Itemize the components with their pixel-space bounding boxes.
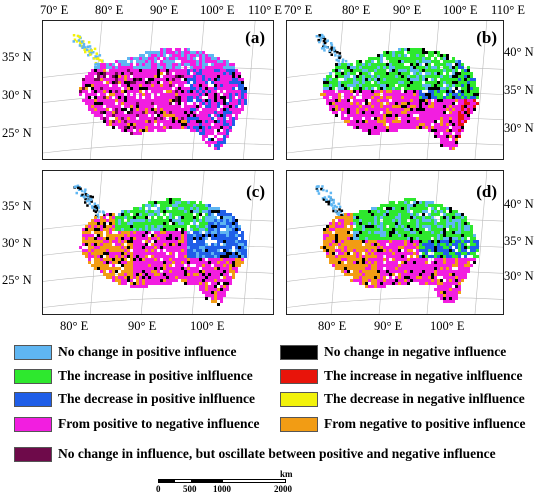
lat-tick-b-35: 35° N xyxy=(504,83,534,97)
legend-swatch-oscillate xyxy=(14,446,52,462)
legend-swatch-increase-negative xyxy=(280,368,318,384)
scale-bar-label-0: 0 xyxy=(156,484,161,494)
lon-tick-bottom-d-100: 100° E xyxy=(430,319,465,333)
legend-item-positive-to-negative: From positive to negative influence xyxy=(14,415,259,433)
panel-label-c: (c) xyxy=(246,182,265,201)
legend-swatch-positive-to-negative xyxy=(14,416,52,432)
lat-tick-c-30: 30° N xyxy=(2,236,32,250)
legend-item-increase-positive: The increase in positive inlfluence xyxy=(14,367,253,385)
map-c-svg xyxy=(43,171,273,314)
lat-tick-b-40: 40° N xyxy=(504,45,534,59)
lat-tick-d-30: 30° N xyxy=(504,269,534,283)
panel-label-d: (d) xyxy=(476,182,497,201)
legend-label-increase-positive: The increase in positive inlfluence xyxy=(58,368,253,383)
lat-tick-d-35: 35° N xyxy=(504,234,534,248)
legend-item-decrease-positive: The decrease in positive inlfluence xyxy=(14,390,255,408)
scale-bar: km 0 500 1000 2000 xyxy=(152,469,293,494)
map-panel-a: (a) xyxy=(42,20,274,160)
map-panel-c: (c) xyxy=(42,170,274,315)
lat-tick-b-30: 30° N xyxy=(504,121,534,135)
legend-item-no-change-positive: No change in positive influence xyxy=(14,343,237,361)
lon-tick-bottom-d-80: 80° E xyxy=(318,319,347,333)
lon-tick-top-a-70: 70° E xyxy=(40,3,69,17)
legend-swatch-negative-to-positive xyxy=(280,416,318,432)
legend-swatch-increase-positive xyxy=(14,368,52,384)
lon-tick-top-b-80: 80° E xyxy=(342,3,371,17)
legend-label-oscillate: No change in influence, but oscillate be… xyxy=(58,446,496,461)
map-a-svg xyxy=(43,21,273,159)
panel-label-b: (b) xyxy=(476,28,497,47)
scale-bar-label-2000: 2000 xyxy=(274,484,292,494)
lon-tick-top-b-70: 70° E xyxy=(284,3,313,17)
lat-tick-a-30: 30° N xyxy=(2,88,32,102)
legend-swatch-decrease-negative xyxy=(280,391,318,407)
lat-tick-c-35: 35° N xyxy=(2,199,32,213)
legend-label-no-change-negative: No change in negative influence xyxy=(324,344,507,359)
lon-tick-top-b-90: 90° E xyxy=(393,3,422,17)
lon-tick-bottom-d-90: 90° E xyxy=(374,319,403,333)
legend-item-increase-negative: The increase in negative inlfluence xyxy=(280,367,523,385)
panel-label-a: (a) xyxy=(245,28,265,47)
lon-tick-bottom-c-90: 90° E xyxy=(128,319,157,333)
lat-tick-a-25: 25° N xyxy=(2,126,32,140)
legend-item-oscillate: No change in influence, but oscillate be… xyxy=(14,445,496,463)
lon-tick-top-b-100: 100° E xyxy=(443,3,478,17)
lat-tick-d-40: 40° N xyxy=(504,197,534,211)
lon-tick-top-a-90: 90° E xyxy=(150,3,179,17)
scale-bar-label-500: 500 xyxy=(183,484,197,494)
map-panel-b: (b) xyxy=(286,20,504,160)
legend-item-negative-to-positive: From negative to positive influence xyxy=(280,415,525,433)
lon-tick-top-a-80: 80° E xyxy=(95,3,124,17)
legend-item-decrease-negative: The decrease in negative inlfluence xyxy=(280,390,525,408)
lon-tick-top-b-110: 110° E xyxy=(491,3,526,17)
legend-swatch-no-change-positive xyxy=(14,344,52,360)
lat-tick-a-35: 35° N xyxy=(2,50,32,64)
lat-tick-c-25: 25° N xyxy=(2,273,32,287)
legend-swatch-decrease-positive xyxy=(14,391,52,407)
legend-label-decrease-positive: The decrease in positive inlfluence xyxy=(58,391,255,406)
legend-swatch-no-change-negative xyxy=(280,344,318,360)
map-panel-d: (d) xyxy=(286,170,504,315)
scale-bar-label-1000: 1000 xyxy=(213,484,231,494)
legend-label-increase-negative: The increase in negative inlfluence xyxy=(324,368,523,383)
legend-label-no-change-positive: No change in positive influence xyxy=(58,344,237,359)
scale-bar-segments xyxy=(158,479,286,483)
map-d-svg xyxy=(287,171,503,314)
legend-label-positive-to-negative: From positive to negative influence xyxy=(58,416,260,431)
scale-bar-unit: km xyxy=(280,469,293,479)
lon-tick-bottom-c-100: 100° E xyxy=(190,319,225,333)
legend-label-decrease-negative: The decrease in negative inlfluence xyxy=(324,391,525,406)
lon-tick-top-a-100: 100° E xyxy=(200,3,235,17)
lon-tick-top-a-110: 110° E xyxy=(248,3,283,17)
legend-item-no-change-negative: No change in negative influence xyxy=(280,343,506,361)
map-b-svg xyxy=(287,21,503,159)
legend-label-negative-to-positive: From negative to positive influence xyxy=(324,416,526,431)
lon-tick-bottom-c-80: 80° E xyxy=(60,319,89,333)
